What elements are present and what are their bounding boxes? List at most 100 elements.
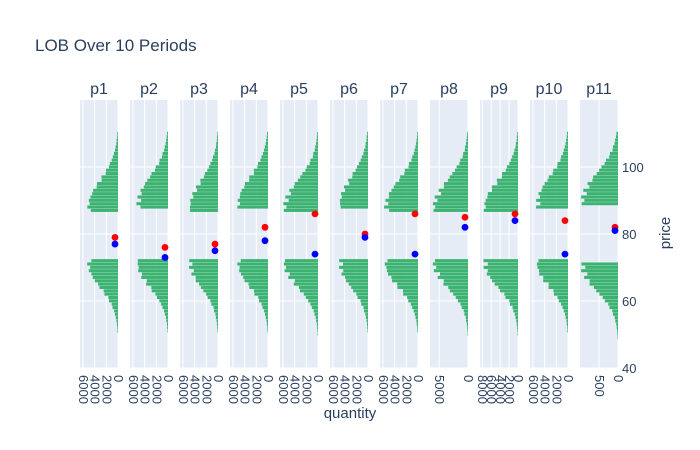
order-bar	[249, 175, 268, 179]
order-bar	[243, 275, 268, 279]
order-bar	[314, 312, 318, 316]
order-bar	[497, 182, 518, 186]
chart-title: LOB Over 10 Periods	[35, 36, 197, 55]
order-bar	[616, 131, 618, 135]
order-bar	[355, 168, 368, 172]
order-bar	[312, 155, 318, 159]
order-bar	[408, 299, 418, 303]
order-bar	[583, 188, 618, 192]
order-bar	[386, 265, 418, 269]
order-bar	[294, 279, 318, 283]
panel-title: p2	[140, 81, 158, 98]
order-bar	[112, 155, 118, 159]
order-bar	[239, 269, 268, 273]
order-bar	[566, 131, 568, 135]
x-tick-label: 2000	[299, 375, 314, 404]
order-bar	[253, 168, 268, 172]
order-bar	[517, 131, 518, 135]
order-bar	[601, 165, 618, 169]
order-bar	[293, 185, 318, 189]
order-bar	[216, 138, 218, 142]
order-bar	[203, 175, 218, 179]
order-bar	[460, 158, 468, 162]
order-bar	[433, 208, 468, 212]
order-bar	[614, 141, 618, 145]
order-bar	[564, 145, 568, 149]
order-bar	[491, 188, 518, 192]
order-bar	[108, 165, 118, 169]
order-bar	[612, 145, 618, 149]
order-bar	[538, 192, 568, 196]
order-bar	[115, 145, 118, 149]
order-bar	[341, 195, 368, 199]
order-bar	[536, 262, 568, 266]
order-bar	[557, 161, 568, 166]
order-bar	[108, 295, 118, 300]
panel-p8: p8 5000 0	[430, 81, 476, 404]
x-tick-label: 4000	[238, 375, 253, 404]
order-bar	[192, 262, 218, 266]
order-bar	[536, 205, 568, 209]
order-bar	[417, 131, 418, 135]
order-bar	[432, 262, 468, 266]
order-bar	[137, 259, 168, 263]
order-bar	[313, 309, 318, 313]
order-bar	[449, 175, 468, 179]
order-bar	[408, 165, 418, 169]
order-bar	[384, 262, 418, 266]
x-tick-label: 0	[461, 375, 476, 382]
order-bar	[467, 329, 468, 333]
order-bar	[463, 309, 468, 313]
order-bar	[214, 148, 218, 152]
order-bar	[161, 302, 168, 306]
order-bar	[146, 282, 168, 286]
order-bar	[554, 292, 568, 296]
order-bar	[310, 158, 318, 162]
order-bar	[438, 188, 468, 192]
order-bar	[552, 172, 568, 176]
order-bar	[339, 259, 368, 263]
best-bid-point	[111, 240, 119, 248]
order-bar	[602, 295, 618, 300]
order-bar	[491, 185, 518, 189]
bars-p9	[483, 131, 518, 336]
order-bar	[117, 135, 118, 139]
order-bar	[566, 138, 568, 142]
order-bar	[94, 279, 118, 283]
best-bid-point	[611, 227, 619, 235]
order-bar	[448, 285, 468, 289]
order-bar	[443, 185, 468, 189]
order-bar	[113, 151, 118, 155]
order-bar	[104, 292, 118, 296]
order-bar	[487, 269, 518, 273]
order-bar	[195, 185, 218, 189]
order-bar	[416, 138, 418, 142]
order-bar	[239, 195, 268, 199]
order-bar	[356, 165, 368, 169]
order-bar	[240, 272, 268, 276]
x-tick-label: 0	[561, 375, 576, 382]
order-bar	[464, 312, 468, 316]
x-tick-label: 6000	[526, 375, 541, 404]
order-bar	[361, 155, 368, 159]
order-bar	[593, 285, 618, 289]
panel-title: p5	[290, 81, 308, 98]
order-bar	[103, 289, 118, 293]
order-bar	[483, 265, 518, 269]
y-tick-label: 100	[622, 160, 644, 175]
order-bar	[459, 161, 468, 166]
order-bar	[565, 312, 568, 316]
order-bar	[504, 292, 518, 296]
order-bar	[410, 302, 418, 306]
order-bar	[581, 195, 618, 199]
order-bar	[412, 155, 418, 159]
x-tick-label: 6000	[126, 375, 141, 404]
order-bar	[517, 329, 518, 333]
x-tick-label: 500	[592, 375, 607, 397]
order-bar	[561, 155, 568, 159]
order-bar	[464, 148, 468, 152]
order-bar	[584, 275, 618, 279]
order-bar	[391, 275, 418, 279]
order-bar	[612, 312, 618, 316]
order-bar	[563, 309, 568, 313]
